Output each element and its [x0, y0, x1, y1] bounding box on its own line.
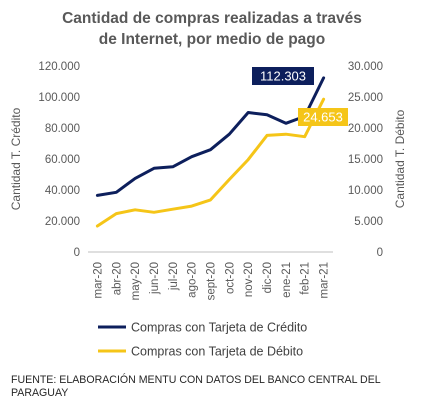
credit-card-series-line	[95, 76, 326, 197]
right-tick-label: 5.000	[354, 216, 383, 228]
chart-title-line-2: de Internet, por medio de pago	[98, 31, 326, 48]
x-tick-label: may-20	[130, 262, 142, 300]
x-tick-label: sept-20	[206, 262, 218, 300]
left-axis-ticks: 0 20.000 40.000 60.000 80.000 100.000 120.000	[38, 61, 80, 259]
source-note: FUENTE: ELABORACIÓN MENTU CON DATOS DEL …	[11, 374, 381, 399]
chart-title-line-1: Cantidad de compras realizadas a través	[62, 10, 362, 27]
x-tick-label: nov-20	[243, 262, 255, 297]
left-axis-title: Cantidad T. Crédito	[9, 107, 23, 210]
left-tick-label: 120.000	[38, 61, 80, 73]
left-tick-label: 80.000	[45, 123, 80, 135]
legend-debit-label: Compras con Tarjeta de Débito	[131, 345, 303, 359]
debit-card-series-line	[95, 97, 326, 228]
right-tick-label: 15.000	[348, 154, 383, 166]
legend: Compras con Tarjeta de Crédito Compras co…	[98, 321, 307, 359]
x-tick-label: ene-21	[281, 262, 293, 298]
chart-title: Cantidad de compras realizadas a través …	[0, 8, 424, 50]
x-tick-label: dic-20	[262, 262, 274, 293]
right-tick-label: 0	[377, 247, 383, 259]
x-tick-label: mar-20	[92, 262, 104, 298]
credit-end-label-box	[252, 67, 314, 85]
right-tick-label: 10.000	[348, 185, 383, 197]
legend-credit-label: Compras con Tarjeta de Crédito	[131, 321, 307, 335]
left-tick-label: 20.000	[45, 216, 80, 228]
x-tick-label: jun-20	[149, 262, 161, 295]
credit-end-value-label: 112.303	[260, 69, 306, 84]
right-tick-label: 20.000	[348, 123, 383, 135]
x-tick-label: oct-20	[224, 262, 236, 294]
x-axis-ticks: mar-20 abr-20 may-20 jun-20 jul-20 ago-20 sept…	[92, 262, 330, 300]
right-axis-title: Cantidad T. Débito	[393, 109, 407, 208]
left-tick-label: 60.000	[45, 154, 80, 166]
x-tick-label: jul-20	[168, 262, 180, 291]
debit-end-value-label: 24.653	[303, 110, 343, 125]
left-tick-label: 40.000	[45, 185, 80, 197]
right-tick-label: 25.000	[348, 92, 383, 104]
x-tick-label: ago-20	[187, 262, 199, 298]
left-tick-label: 100.000	[38, 92, 80, 104]
x-tick-label: mar-21	[319, 262, 331, 298]
left-tick-label: 0	[74, 247, 80, 259]
right-tick-label: 30.000	[348, 61, 383, 73]
series-layer	[95, 76, 326, 228]
debit-end-label-box	[298, 108, 348, 126]
right-axis-ticks: 0 5.000 10.000 15.000 20.000 25.000 30.000	[348, 61, 383, 259]
x-tick-label: abr-20	[111, 262, 123, 295]
end-labels: 112.303 24.653	[252, 67, 348, 126]
x-tick-label: feb-21	[300, 262, 312, 295]
